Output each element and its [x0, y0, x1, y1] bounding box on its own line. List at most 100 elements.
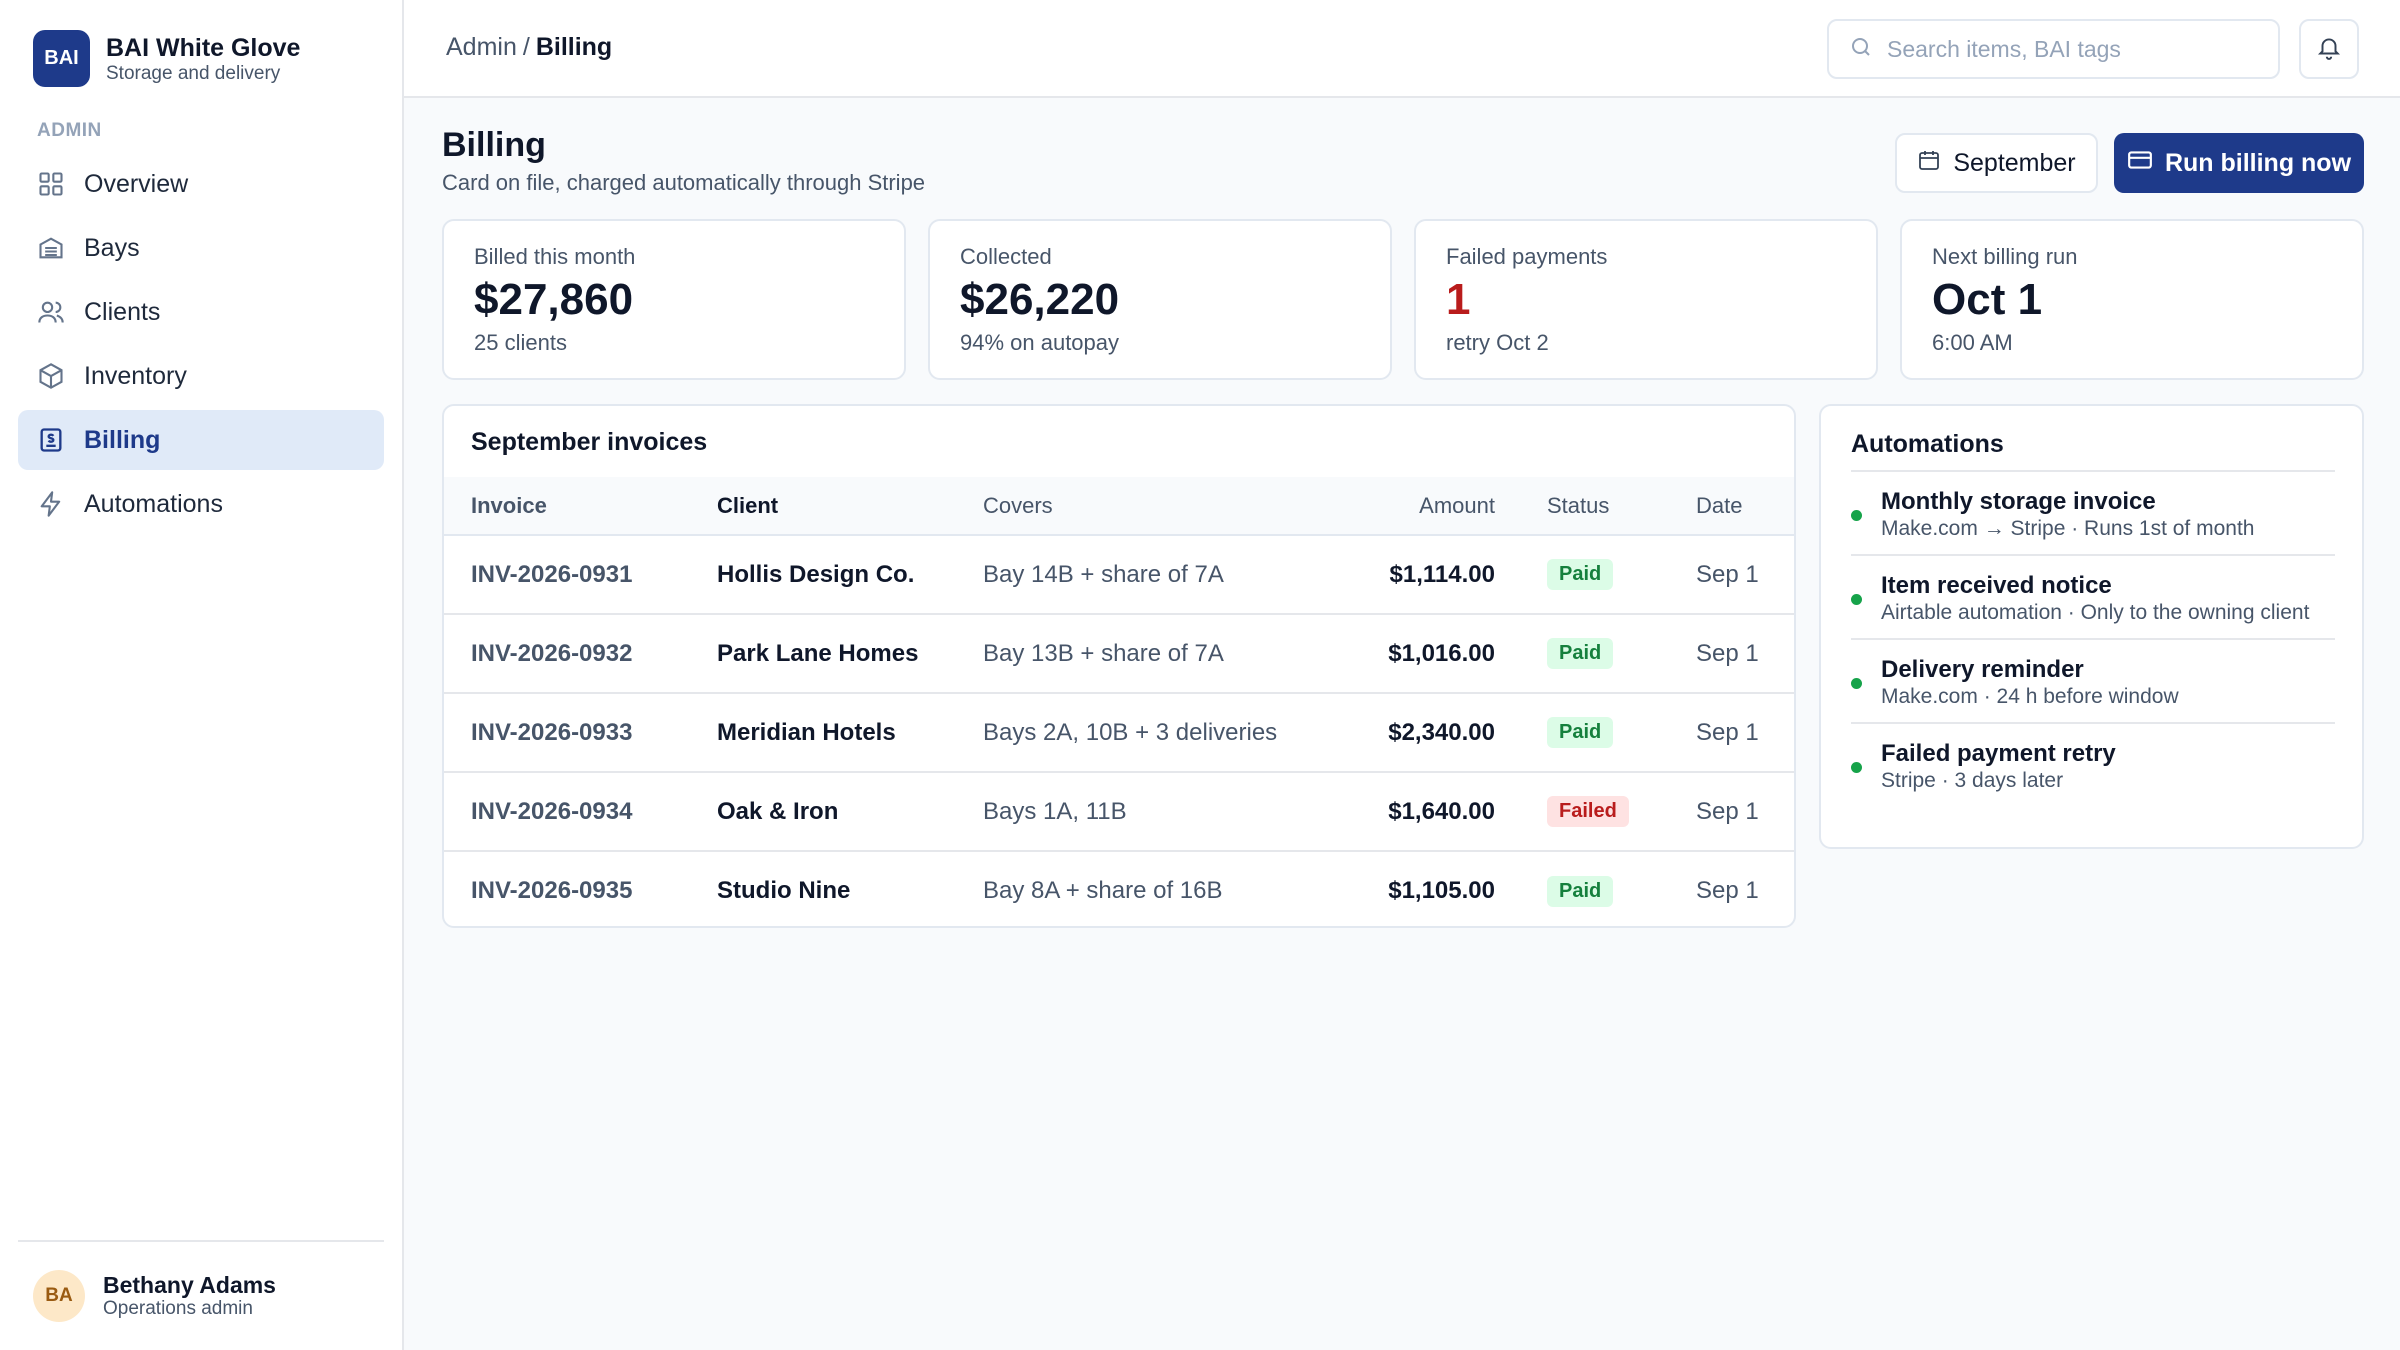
user-name: Bethany Adams	[103, 1272, 276, 1298]
month-label: September	[1953, 148, 2076, 177]
invoice-date: Sep 1	[1696, 614, 1794, 694]
sidebar-item-label: Automations	[84, 489, 223, 518]
sidebar-item-automations[interactable]: Automations	[18, 474, 384, 534]
automations-title: Automations	[1851, 430, 2004, 458]
automation-name: Delivery reminder	[1881, 656, 2084, 683]
table-row[interactable]: INV-2026-0935 Studio Nine Bay 8A + share…	[444, 851, 1794, 926]
automation-name: Failed payment retry	[1881, 740, 2116, 767]
run-billing-label: Run billing now	[2164, 148, 2352, 177]
breadcrumb-parent[interactable]: Admin	[446, 33, 517, 61]
table-row[interactable]: INV-2026-0933 Meridian Hotels Bays 2A, 1…	[444, 693, 1794, 773]
invoice-id[interactable]: INV-2026-0935	[471, 877, 633, 904]
sidebar-item-label: Clients	[84, 297, 161, 326]
table-row[interactable]: INV-2026-0934 Oak & Iron Bays 1A, 11B $1…	[444, 772, 1794, 852]
invoice-id[interactable]: INV-2026-0933	[444, 693, 717, 773]
kpi-card-next-run: Next billing run Oct 1 6:00 AM	[1900, 219, 2364, 380]
page-title: Billing	[442, 126, 546, 164]
search-input[interactable]	[1887, 35, 2267, 63]
invoices-card: September invoices Invoice Client Covers…	[442, 404, 1796, 928]
status-dot	[1851, 762, 1862, 773]
status-badge: Paid	[1547, 638, 1614, 669]
sidebar-item-inventory[interactable]: Inventory	[18, 346, 384, 406]
breadcrumb-current: Billing	[535, 33, 613, 61]
invoice-amount: $1,640.00	[1331, 772, 1495, 852]
automation-item[interactable]: Delivery reminder Make.com · 24 h before…	[1851, 640, 2335, 724]
user-role: Operations admin	[103, 1298, 253, 1319]
kpi-label: Billed this month	[474, 244, 636, 269]
kpi-card-collected: Collected $26,220 94% on autopay	[928, 219, 1392, 380]
automation-desc: Make.com · 24 h before window	[1881, 685, 2179, 708]
status-dot	[1851, 510, 1862, 521]
bell-icon	[2316, 34, 2342, 65]
kpi-sub: 25 clients	[474, 330, 567, 355]
brand-name: BAI White Glove	[106, 33, 301, 62]
kpi-value: $26,220	[960, 275, 1120, 324]
automation-desc: Stripe · 3 days later	[1881, 769, 2064, 792]
automation-item[interactable]: Item received notice Airtable automation…	[1851, 556, 2335, 640]
search-box[interactable]	[1827, 19, 2280, 79]
status-badge: Paid	[1547, 875, 1614, 907]
kpi-label: Next billing run	[1932, 244, 2078, 269]
kpi-label: Collected	[960, 244, 1052, 269]
table-row[interactable]: INV-2026-0932 Park Lane Homes Bay 13B + …	[444, 614, 1794, 694]
sidebar-item-overview[interactable]: Overview	[18, 154, 384, 214]
notifications-button[interactable]	[2299, 19, 2359, 79]
automation-item[interactable]: Failed payment retry Stripe · 3 days lat…	[1851, 724, 2335, 806]
automation-desc: Make.com → Stripe · Runs 1st of month	[1881, 517, 2255, 540]
invoice-id[interactable]: INV-2026-0931	[444, 535, 717, 615]
box-icon	[37, 362, 65, 390]
automations-list: Monthly storage invoice Make.com → Strip…	[1851, 470, 2335, 806]
column-header-status: Status	[1495, 477, 1696, 536]
sidebar-item-clients[interactable]: Clients	[18, 282, 384, 342]
invoice-client: Park Lane Homes	[717, 614, 983, 694]
sidebar-item-label: Bays	[84, 233, 140, 262]
kpi-sub: retry Oct 2	[1446, 330, 1549, 355]
invoice-amount: $1,105.00	[1388, 877, 1495, 904]
column-header-invoice: Invoice	[444, 477, 717, 536]
sidebar-item-billing[interactable]: Billing	[18, 410, 384, 470]
sidebar-nav: Overview Bays Clients Inventory Billing	[18, 154, 384, 538]
invoices-table: Invoice Client Covers Amount Status Date…	[444, 477, 1794, 926]
invoice-client: Meridian Hotels	[717, 693, 983, 773]
automation-name: Item received notice	[1881, 572, 2112, 599]
status-badge: Failed	[1547, 796, 1629, 827]
invoice-date: Sep 1	[1696, 772, 1794, 852]
warehouse-icon	[37, 234, 65, 262]
automation-item[interactable]: Monthly storage invoice Make.com → Strip…	[1851, 472, 2335, 556]
brand[interactable]: BAI BAI White Glove Storage and delivery	[33, 30, 300, 87]
kpi-label: Failed payments	[1446, 244, 1608, 269]
avatar: BA	[33, 1270, 85, 1322]
sidebar-item-label: Overview	[84, 169, 189, 198]
status-dot	[1851, 678, 1862, 689]
status-badge: Paid	[1547, 717, 1614, 748]
invoice-id[interactable]: INV-2026-0932	[444, 614, 717, 694]
topbar: Admin / Billing	[404, 0, 2400, 98]
invoice-client: Studio Nine	[717, 877, 851, 904]
table-row[interactable]: INV-2026-0931 Hollis Design Co. Bay 14B …	[444, 535, 1794, 615]
month-picker-button[interactable]: September	[1895, 133, 2098, 193]
kpi-value: Oct 1	[1932, 275, 2043, 324]
invoice-covers: Bay 13B + share of 7A	[983, 614, 1331, 694]
status-dot	[1851, 594, 1862, 605]
search-icon	[1849, 35, 1873, 64]
kpi-value: $27,860	[474, 275, 634, 324]
kpi-card-billed: Billed this month $27,860 25 clients	[442, 219, 906, 380]
grid-icon	[37, 170, 65, 198]
run-billing-button[interactable]: Run billing now	[2114, 133, 2364, 193]
sidebar-item-bays[interactable]: Bays	[18, 218, 384, 278]
invoice-id[interactable]: INV-2026-0934	[444, 772, 717, 852]
column-header-date: Date	[1696, 477, 1794, 536]
breadcrumb-separator: /	[522, 33, 530, 61]
invoice-amount: $1,114.00	[1331, 535, 1495, 615]
page-subtitle: Card on file, charged automatically thro…	[442, 170, 926, 195]
credit-card-icon	[2127, 147, 2165, 180]
brand-logo: BAI	[33, 30, 90, 87]
invoice-amount: $1,016.00	[1331, 614, 1495, 694]
invoice-amount: $2,340.00	[1331, 693, 1495, 773]
user-profile[interactable]: BA Bethany Adams Operations admin	[18, 1240, 384, 1350]
sidebar: BAI BAI White Glove Storage and delivery…	[0, 0, 404, 1350]
column-header-client: Client	[717, 477, 983, 536]
status-badge: Paid	[1547, 559, 1614, 590]
invoice-covers: Bay 14B + share of 7A	[983, 535, 1331, 615]
lightning-icon	[37, 490, 65, 518]
